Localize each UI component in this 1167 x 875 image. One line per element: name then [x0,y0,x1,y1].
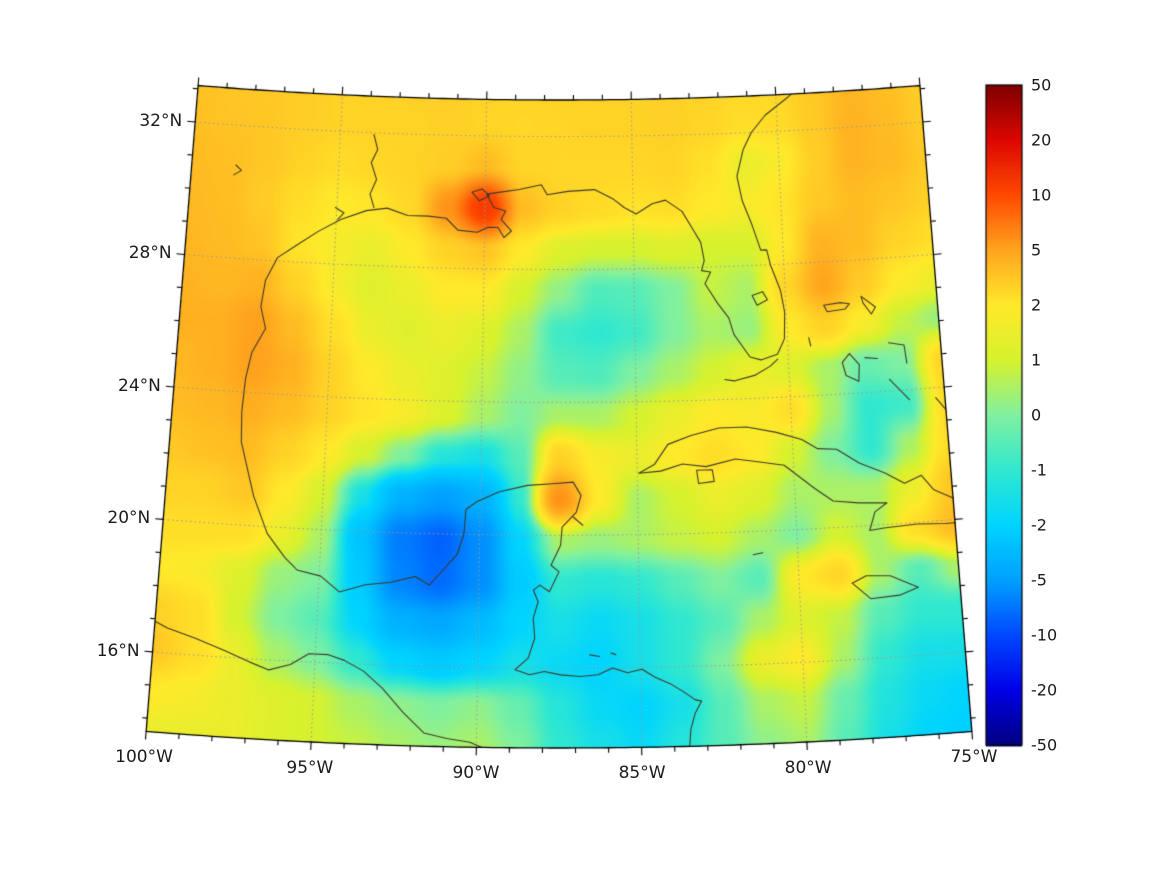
map-plot-canvas [0,0,1167,875]
figure: 100°W 95°W 90°W 85°W 80°W 75°W 32°N 28°N 24°N 20°… [0,0,1167,875]
